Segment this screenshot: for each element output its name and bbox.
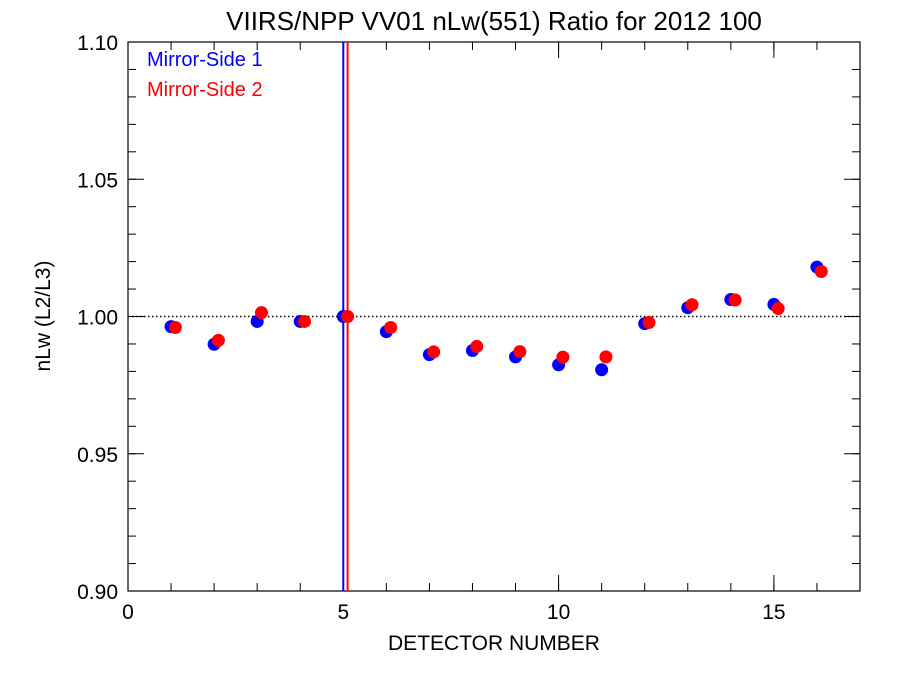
data-point-series-2	[427, 345, 441, 359]
x-tick-label: 10	[547, 601, 570, 624]
legend-entry-mirror-side-2: Mirror-Side 2	[147, 79, 263, 101]
data-point-series-2	[814, 264, 828, 278]
data-point-series-2	[728, 293, 742, 307]
data-point-series-2	[384, 320, 398, 334]
data-point-series-2	[642, 316, 656, 330]
x-tick-label: 15	[762, 601, 785, 624]
legend: Mirror-Side 1 Mirror-Side 2	[147, 49, 263, 101]
data-point-series-2	[254, 306, 268, 320]
plot-area: 0 5 10 15 0.90 0.95 1.00 1.05 1.10	[77, 32, 861, 624]
data-point-series-2	[685, 298, 699, 312]
data-point-series-2	[298, 314, 312, 328]
data-point-series-2	[513, 345, 527, 359]
data-point-series-2	[470, 339, 484, 353]
data-point-series-2	[599, 350, 613, 364]
y-tick-label: 1.00	[77, 307, 118, 330]
data-point-series-2	[341, 310, 355, 323]
y-tick-label: 0.90	[77, 581, 118, 604]
chart-title: VIIRS/NPP VV01 nLw(551) Ratio for 2012 1…	[226, 6, 762, 36]
plot-frame	[127, 41, 861, 592]
data-point-series-2	[556, 350, 570, 364]
y-tick-label: 1.05	[77, 169, 118, 192]
legend-entry-mirror-side-1: Mirror-Side 1	[147, 49, 263, 71]
y-axis-title: nLw (L2/L3)	[32, 261, 55, 372]
data-point-series-2	[771, 302, 785, 316]
x-tick-label: 5	[337, 601, 349, 624]
x-tick-label: 0	[122, 601, 134, 624]
y-tick-label: 0.95	[77, 444, 118, 467]
y-tick-label: 1.10	[77, 32, 118, 55]
data-point-series-2	[168, 320, 182, 334]
x-axis-title: DETECTOR NUMBER	[388, 632, 600, 655]
data-point-series-1	[595, 363, 609, 377]
data-point-series-2	[211, 333, 225, 347]
